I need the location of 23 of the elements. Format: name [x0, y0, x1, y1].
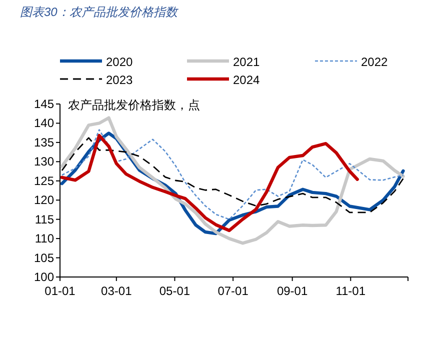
- x-tick-label: 05-01: [159, 284, 190, 298]
- chart-title: 图表30：农产品批发价格指数: [20, 5, 180, 19]
- x-tick-label: 03-01: [101, 284, 132, 298]
- legend-label: 2023: [106, 73, 134, 87]
- y-tick-label: 125: [34, 174, 54, 188]
- y-axis-title: 农产品批发价格指数，点: [68, 98, 200, 112]
- y-tick-label: 105: [34, 250, 54, 265]
- y-tick-label: 100: [34, 270, 54, 284]
- x-tick-label: 09-01: [276, 284, 308, 298]
- y-tick-label: 135: [34, 135, 54, 150]
- y-tick-label: 140: [34, 116, 54, 130]
- x-tick-label: 01-01: [44, 284, 76, 298]
- y-tick-label: 145: [34, 97, 54, 111]
- legend-label: 2024: [233, 73, 260, 87]
- x-tick-label: 07-01: [218, 284, 249, 298]
- legend-label: 2021: [233, 55, 260, 69]
- y-tick-label: 115: [34, 212, 54, 226]
- x-tick-label: 11-01: [336, 284, 366, 298]
- y-tick-label: 120: [34, 193, 54, 208]
- legend-label: 2022: [361, 55, 388, 69]
- legend-label: 2020: [106, 55, 134, 69]
- y-tick-label: 110: [34, 232, 54, 246]
- y-tick-label: 130: [34, 154, 54, 169]
